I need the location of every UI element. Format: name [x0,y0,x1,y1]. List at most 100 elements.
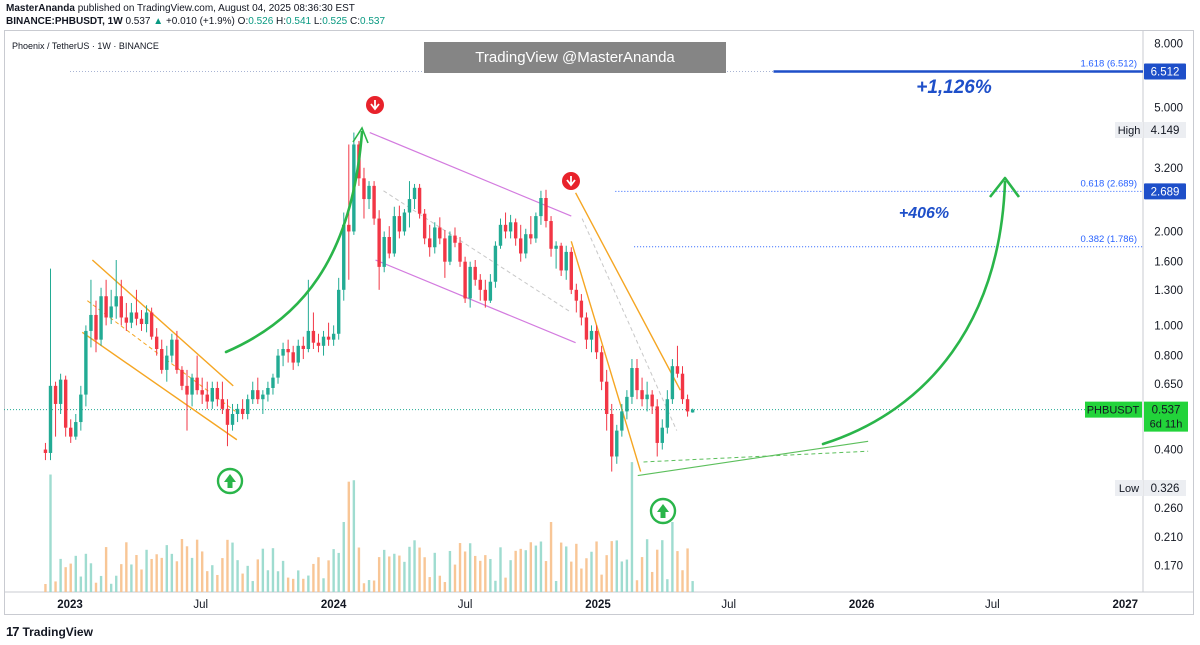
candle-body[interactable] [261,394,265,400]
candle-body[interactable] [503,224,508,232]
candle-body[interactable] [670,366,675,400]
candle-body[interactable] [519,238,523,254]
candle-body[interactable] [604,381,609,414]
candle-body[interactable] [397,216,402,232]
candle-body[interactable] [549,221,553,249]
candle-body[interactable] [463,261,467,299]
candle-body[interactable] [281,349,285,356]
candle-body[interactable] [443,238,447,262]
candle-body[interactable] [154,336,159,350]
candle-body[interactable] [635,368,639,391]
candle-body[interactable] [650,394,654,407]
candle-body[interactable] [594,330,599,353]
candle-body[interactable] [53,385,58,404]
candle-body[interactable] [417,187,422,214]
candle-body[interactable] [453,235,457,243]
candle-body[interactable] [109,306,113,318]
candle-body[interactable] [316,342,321,346]
candle-body[interactable] [311,330,316,343]
candle-body[interactable] [63,379,68,428]
candle-body[interactable] [422,213,427,239]
candle-body[interactable] [175,339,179,370]
candle-body[interactable] [251,390,255,400]
candle-body[interactable] [160,349,164,370]
candle-body[interactable] [539,198,543,217]
candle-body[interactable] [468,266,472,299]
candle-body[interactable] [377,218,381,267]
candle-body[interactable] [610,413,614,457]
candle-body[interactable] [245,399,250,414]
candle-body[interactable] [336,289,341,334]
candle-body[interactable] [94,314,98,340]
candle-body[interactable] [402,212,407,232]
candle-body[interactable] [513,222,518,239]
candle-body[interactable] [574,289,579,301]
candle-body[interactable] [139,318,144,325]
candle-body[interactable] [690,409,695,413]
candle-body[interactable] [579,300,584,318]
author-name[interactable]: MasterAnanda [6,3,75,14]
candle-body[interactable] [296,345,300,363]
candle-body[interactable] [48,385,53,453]
candle-body[interactable] [69,427,73,437]
candle-body[interactable] [114,296,118,307]
candle-body[interactable] [645,394,649,400]
candle-body[interactable] [276,355,280,378]
candle-body[interactable] [124,317,129,323]
candle-body[interactable] [473,266,477,280]
candle-body[interactable] [266,387,270,395]
candle-body[interactable] [524,234,528,254]
candle-body[interactable] [544,198,548,222]
candle-body[interactable] [362,178,366,200]
candle-body[interactable] [448,235,452,262]
candle-body[interactable] [498,224,503,246]
candle-body[interactable] [382,236,386,267]
candle-body[interactable] [508,222,513,232]
candle-body[interactable] [599,352,604,382]
candle-body[interactable] [326,336,331,340]
candle-body[interactable] [660,427,664,443]
candle-body[interactable] [488,281,493,301]
candle-body[interactable] [185,385,189,395]
candle-body[interactable] [534,216,538,239]
candle-body[interactable] [230,413,235,425]
candle-body[interactable] [640,390,644,400]
candle-body[interactable] [625,396,629,412]
candle-body[interactable] [493,245,498,282]
candle-body[interactable] [180,369,184,386]
candle-body[interactable] [195,377,199,391]
candle-body[interactable] [240,408,245,414]
candle-body[interactable] [271,377,275,388]
candle-body[interactable] [620,411,624,431]
candle-body[interactable] [407,199,412,213]
candle-body[interactable] [286,349,290,353]
candle-body[interactable] [433,227,437,248]
candle-body[interactable] [321,336,326,346]
candle-body[interactable] [99,296,103,340]
candle-body[interactable] [584,317,589,340]
candle-body[interactable] [210,387,214,402]
candle-body[interactable] [89,314,93,331]
candle-body[interactable] [483,289,488,301]
candle-body[interactable] [149,312,154,337]
candle-body[interactable] [256,390,260,400]
candle-body[interactable] [190,377,194,395]
candle-body[interactable] [458,242,462,262]
candle-body[interactable] [478,279,482,290]
candle-body[interactable] [220,399,225,409]
candle-body[interactable] [367,185,371,200]
candle-body[interactable] [84,330,88,395]
candle-body[interactable] [342,224,346,290]
candle-body[interactable] [428,238,432,248]
candle-body[interactable] [372,185,376,219]
candle-body[interactable] [392,216,397,254]
candle-body[interactable] [685,399,690,412]
candle-body[interactable] [387,236,391,254]
candle-body[interactable] [58,379,63,404]
candle-body[interactable] [79,394,83,423]
candle-body[interactable] [170,339,174,356]
candle-body[interactable] [529,234,533,239]
candle-body[interactable] [215,387,220,400]
candle-body[interactable] [438,227,442,239]
